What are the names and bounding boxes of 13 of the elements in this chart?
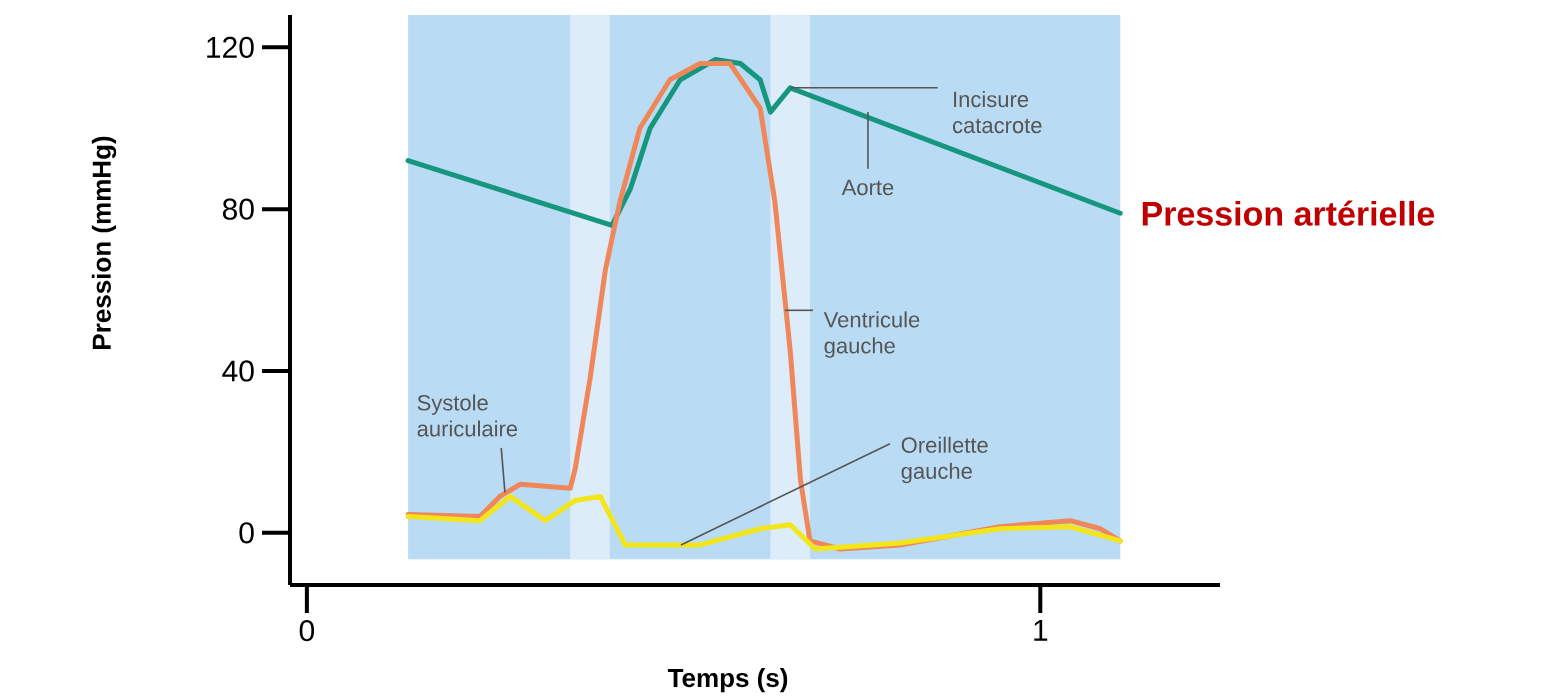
text: Aorte [841, 179, 894, 196]
annotation: Incisure catacrote [952, 91, 1042, 134]
series-label: Ventricule gauche [823, 311, 920, 358]
y-axis-title: Pression (mmHg) [91, 136, 117, 349]
annotation: Pression artérielle [1142, 200, 1435, 226]
x-axis-title: Temps (s) [667, 668, 788, 693]
y-tick-label: 80 [222, 198, 254, 220]
text: Oreillette gauche [901, 436, 988, 484]
y-tick-label: 0 [239, 522, 254, 544]
y-tick-label: 120 [207, 36, 254, 58]
y-tick-label: 40 [222, 360, 254, 382]
x-tick-label: 1 [1034, 620, 1048, 641]
annotation: Systole auriculaire [417, 394, 518, 437]
